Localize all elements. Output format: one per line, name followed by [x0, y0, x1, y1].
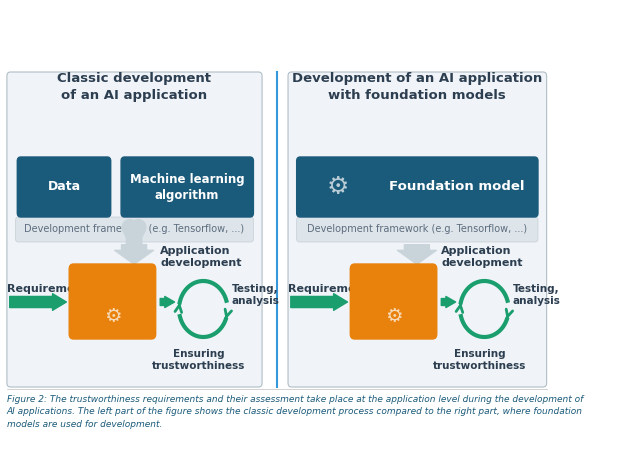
Text: ⚙: ⚙ [385, 308, 403, 326]
FancyArrowPatch shape [397, 245, 436, 264]
FancyBboxPatch shape [121, 157, 253, 217]
FancyArrowPatch shape [10, 294, 67, 310]
Text: Testing,
analysis: Testing, analysis [232, 284, 280, 306]
Text: Ensuring
trustworthiness: Ensuring trustworthiness [152, 349, 246, 372]
Text: Development framework (e.g. Tensorflow, ...): Development framework (e.g. Tensorflow, … [307, 224, 527, 234]
Text: ⚙: ⚙ [326, 175, 349, 199]
FancyBboxPatch shape [288, 72, 547, 387]
FancyBboxPatch shape [297, 217, 538, 242]
Text: Figure 2: The trustworthiness requirements and their assessment take place at th: Figure 2: The trustworthiness requiremen… [7, 395, 583, 429]
Text: Application
development: Application development [160, 246, 241, 268]
FancyBboxPatch shape [69, 264, 156, 339]
Text: Testing,
analysis: Testing, analysis [513, 284, 561, 306]
Text: Classic development
of an AI application: Classic development of an AI application [57, 72, 211, 102]
Text: Development framework (e.g. Tensorflow, ...): Development framework (e.g. Tensorflow, … [24, 224, 244, 234]
Text: Development of an AI application
with foundation models: Development of an AI application with fo… [292, 72, 542, 102]
FancyArrowPatch shape [442, 297, 456, 308]
Text: Ensuring
trustworthiness: Ensuring trustworthiness [433, 349, 527, 372]
Text: Machine learning
algorithm: Machine learning algorithm [129, 172, 244, 202]
Text: Requirements: Requirements [288, 284, 375, 294]
FancyBboxPatch shape [17, 157, 111, 217]
Text: ⚙: ⚙ [104, 308, 121, 326]
Text: AI application: AI application [351, 302, 436, 312]
FancyBboxPatch shape [15, 217, 253, 242]
Text: Requirements: Requirements [7, 284, 94, 294]
Text: Foundation model: Foundation model [389, 181, 525, 193]
Text: Data: Data [47, 181, 81, 193]
FancyBboxPatch shape [350, 264, 436, 339]
FancyBboxPatch shape [7, 72, 262, 387]
Text: Application
development: Application development [441, 246, 523, 268]
Text: AI application: AI application [70, 302, 156, 312]
FancyArrowPatch shape [160, 297, 175, 308]
FancyBboxPatch shape [297, 157, 538, 217]
FancyArrowPatch shape [115, 245, 154, 264]
FancyArrowPatch shape [291, 294, 348, 310]
